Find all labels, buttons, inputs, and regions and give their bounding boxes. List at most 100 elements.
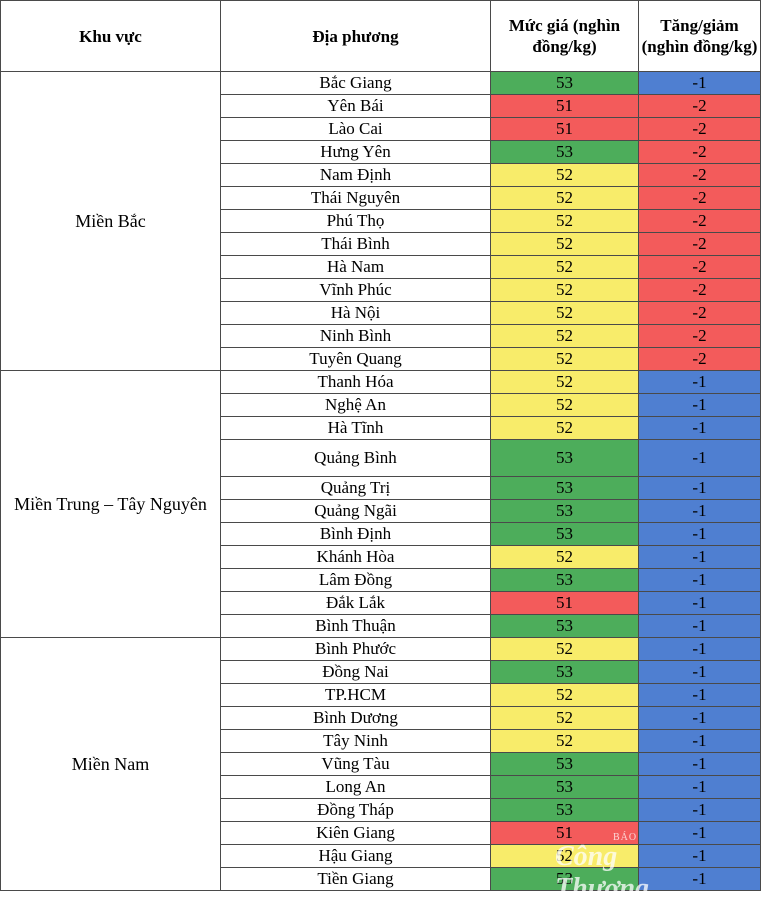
table-row: Hà Tĩnh 52 -1 — [1, 416, 761, 440]
price-cell: 52 — [490, 545, 639, 569]
locality-cell: Bình Định — [220, 522, 491, 546]
table-row: Ninh Bình 52 -2 — [1, 324, 761, 348]
price-cell: 53 — [490, 568, 639, 592]
change-cell: -2 — [638, 301, 761, 325]
table-row: Nam Định 52 -2 — [1, 163, 761, 187]
locality-cell: Hà Nam — [220, 255, 491, 279]
change-cell: -1 — [638, 416, 761, 440]
table-row: TP.HCM 52 -1 — [1, 683, 761, 707]
locality-cell: Hưng Yên — [220, 140, 491, 164]
change-cell: -1 — [638, 476, 761, 500]
table-row: Quảng Trị 53 -1 — [1, 476, 761, 500]
region-cell: Miền Trung – Tây Nguyên — [0, 370, 221, 638]
price-cell: 52 — [490, 416, 639, 440]
table-row: Bình Định 53 -1 — [1, 522, 761, 546]
price-cell: 52 — [490, 393, 639, 417]
locality-cell: Lào Cai — [220, 117, 491, 141]
region-cell: Miền Nam — [0, 637, 221, 891]
price-cell: 53 — [490, 499, 639, 523]
table-row: Miền Trung – Tây Nguyên Thanh Hóa 52 -1 — [0, 370, 761, 638]
price-cell: 52 — [490, 186, 639, 210]
table-row: Long An 53 -1 — [1, 775, 761, 799]
change-cell: -2 — [638, 163, 761, 187]
locality-cell: Bắc Giang — [220, 71, 491, 95]
price-cell: 53 — [490, 614, 639, 638]
table-row: Thái Bình 52 -2 — [1, 232, 761, 256]
table-row: Kiên Giang 51 -1 — [1, 821, 761, 845]
locality-cell: Hà Tĩnh — [220, 416, 491, 440]
table-row: Vũng Tàu 53 -1 — [1, 752, 761, 776]
region-cell: Miền Bắc — [0, 71, 221, 371]
price-cell: 52 — [490, 209, 639, 233]
locality-cell: Phú Thọ — [220, 209, 491, 233]
table-row: Tuyên Quang 52 -2 — [1, 347, 761, 371]
locality-cell: Bình Thuận — [220, 614, 491, 638]
price-cell: 51 — [490, 591, 639, 615]
locality-cell: Đắk Lắk — [220, 591, 491, 615]
price-cell: 53 — [490, 867, 639, 891]
change-cell: -2 — [638, 140, 761, 164]
change-cell: -1 — [638, 683, 761, 707]
table-row: Hà Nội 52 -2 — [1, 301, 761, 325]
table-row: Miền Nam Bình Phước 52 -1 — [0, 637, 761, 891]
table-row: Bình Dương 52 -1 — [1, 706, 761, 730]
price-cell: 52 — [490, 706, 639, 730]
table-row: Yên Bái 51 -2 — [1, 94, 761, 118]
table-row: Hậu Giang 52 -1 — [1, 844, 761, 868]
locality-cell: Yên Bái — [220, 94, 491, 118]
change-cell: -1 — [638, 499, 761, 523]
change-cell: -1 — [638, 393, 761, 417]
locality-cell: Kiên Giang — [220, 821, 491, 845]
change-cell: -2 — [638, 94, 761, 118]
price-cell: 52 — [490, 324, 639, 348]
price-cell: 53 — [490, 798, 639, 822]
price-cell: 51 — [490, 117, 639, 141]
change-cell: -1 — [638, 798, 761, 822]
header-change: Tăng/giảm (nghìn đồng/kg) — [638, 0, 761, 72]
locality-cell: Tiền Giang — [220, 867, 491, 891]
header-row: Khu vực Địa phương Mức giá (nghìn đồng/k… — [0, 0, 761, 72]
table-row: Hà Nam 52 -2 — [1, 255, 761, 279]
price-cell: 52 — [490, 278, 639, 302]
locality-cell: Hậu Giang — [220, 844, 491, 868]
locality-cell: Nam Định — [220, 163, 491, 187]
change-cell: -1 — [638, 637, 761, 661]
table-row: Nghệ An 52 -1 — [1, 393, 761, 417]
price-cell: 53 — [490, 71, 639, 95]
price-cell: 52 — [490, 232, 639, 256]
table-row: Thái Nguyên 52 -2 — [1, 186, 761, 210]
table-row: Lào Cai 51 -2 — [1, 117, 761, 141]
change-cell: -1 — [638, 439, 761, 477]
header-locality: Địa phương — [220, 0, 491, 72]
change-cell: -1 — [638, 706, 761, 730]
locality-cell: Tây Ninh — [220, 729, 491, 753]
price-cell: 51 — [490, 94, 639, 118]
table-row: Vĩnh Phúc 52 -2 — [1, 278, 761, 302]
locality-cell: Ninh Bình — [220, 324, 491, 348]
change-cell: -2 — [638, 255, 761, 279]
price-cell: 53 — [490, 660, 639, 684]
change-cell: -1 — [638, 660, 761, 684]
header-region: Khu vực — [0, 0, 221, 72]
change-cell: -1 — [638, 821, 761, 845]
locality-cell: Quảng Bình — [220, 439, 491, 477]
locality-cell: Lâm Đồng — [220, 568, 491, 592]
price-cell: 53 — [490, 775, 639, 799]
locality-cell: TP.HCM — [220, 683, 491, 707]
locality-cell: Quảng Trị — [220, 476, 491, 500]
price-cell: 53 — [490, 439, 639, 477]
price-cell: 53 — [490, 476, 639, 500]
change-cell: -1 — [638, 568, 761, 592]
change-cell: -2 — [638, 278, 761, 302]
locality-cell: Quảng Ngãi — [220, 499, 491, 523]
locality-cell: Vũng Tàu — [220, 752, 491, 776]
locality-cell: Đồng Tháp — [220, 798, 491, 822]
price-cell: 53 — [490, 522, 639, 546]
change-cell: -1 — [638, 545, 761, 569]
locality-cell: Hà Nội — [220, 301, 491, 325]
change-cell: -1 — [638, 867, 761, 891]
change-cell: -2 — [638, 347, 761, 371]
header-price: Mức giá (nghìn đồng/kg) — [490, 0, 639, 72]
table-row: Đồng Nai 53 -1 — [1, 660, 761, 684]
price-cell: 52 — [490, 729, 639, 753]
